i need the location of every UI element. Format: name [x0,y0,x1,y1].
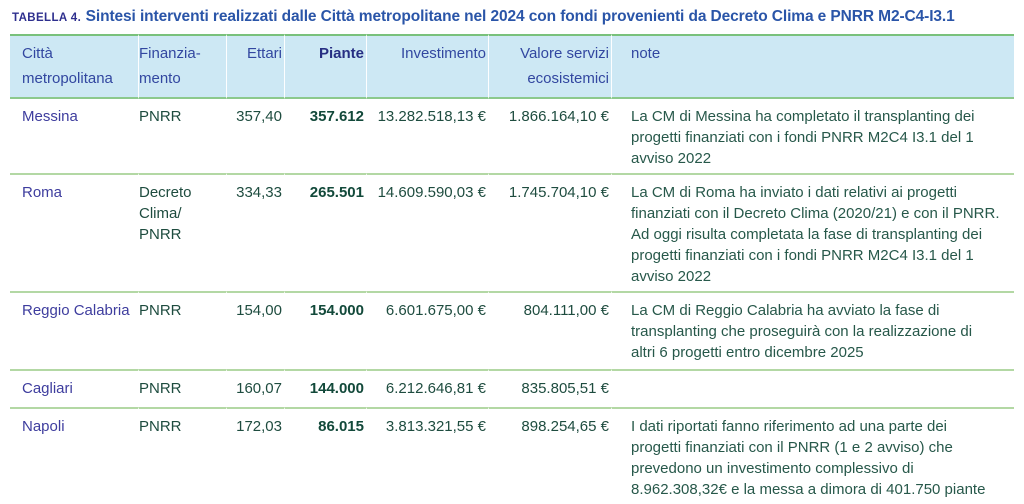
cell-ettari: 172,03 [226,407,284,504]
summary-table: Città metropolitana Finanzia- mento Etta… [10,34,1014,504]
cell-valore-servizi: 1.866.164,10 € [488,99,611,173]
cell-piante: 144.000 [284,369,366,407]
col-header-finanziamento: Finanzia- mento [138,34,226,99]
table-title: Sintesi interventi realizzati dalle Citt… [85,8,955,25]
cell-piante: 357.612 [284,99,366,173]
cell-valore-servizi: 835.805,51 € [488,369,611,407]
table-number-label: TABELLA 4. [12,12,82,24]
cell-finanziamento: PNRR [138,407,226,504]
cell-piante: 86.015 [284,407,366,504]
cell-valore-servizi: 898.254,65 € [488,407,611,504]
col-header-valore-servizi: Valore servizi ecosistemici [488,34,611,99]
cell-investimento: 6.212.646,81 € [366,369,488,407]
cell-ettari: 334,33 [226,173,284,291]
cell-citta: Cagliari [10,369,138,407]
cell-note [611,369,1014,407]
table-row-reggio-calabria: Reggio Calabria PNRR 154,00 154.000 6.60… [10,291,1014,369]
cell-note: I dati riportati fanno riferimento ad un… [611,407,1014,504]
cell-investimento: 3.813.321,55 € [366,407,488,504]
table-row-messina: Messina PNRR 357,40 357.612 13.282.518,1… [10,99,1014,173]
cell-piante: 265.501 [284,173,366,291]
cell-finanziamento: PNRR [138,369,226,407]
col-header-ettari: Ettari [226,34,284,99]
cell-valore-servizi: 804.111,00 € [488,291,611,369]
cell-citta: Messina [22,108,78,125]
cell-piante: 154.000 [284,291,366,369]
cell-ettari: 160,07 [226,369,284,407]
cell-note: La CM di Roma ha inviato i dati relativi… [611,173,1014,291]
col-header-investimento: Investimento [366,34,488,99]
cell-ettari: 357,40 [226,99,284,173]
cell-citta: Roma [10,173,138,291]
cell-finanziamento: PNRR [138,99,226,173]
table-row-napoli: Napoli PNRR 172,03 86.015 3.813.321,55 €… [10,407,1014,504]
header-row: Città metropolitana Finanzia- mento Etta… [10,34,1014,99]
col-header-piante: Piante [284,34,366,99]
cell-ettari: 154,00 [226,291,284,369]
table-row-roma: Roma Decreto Clima/ PNRR 334,33 265.501 … [10,173,1014,291]
cell-finanziamento: Decreto Clima/ PNRR [138,173,226,291]
cell-investimento: 13.282.518,13 € [366,99,488,173]
cell-investimento: 6.601.675,00 € [366,291,488,369]
table-caption: TABELLA 4. Sintesi interventi realizzati… [10,0,1014,34]
table-row-cagliari: Cagliari PNRR 160,07 144.000 6.212.646,8… [10,369,1014,407]
cell-citta: Napoli [10,407,138,504]
col-header-citta: Città metropolitana [10,34,138,99]
cell-citta: Reggio Calabria [10,291,138,369]
col-header-note: note [611,34,1014,99]
cell-investimento: 14.609.590,03 € [366,173,488,291]
cell-note: La CM di Messina ha completato il transp… [611,99,1014,173]
cell-finanziamento: PNRR [138,291,226,369]
cell-note: La CM di Reggio Calabria ha avviato la f… [611,291,1014,369]
cell-valore-servizi: 1.745.704,10 € [488,173,611,291]
